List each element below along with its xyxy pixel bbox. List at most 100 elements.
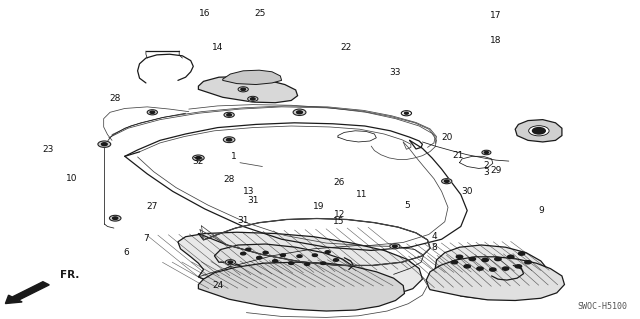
Text: 3: 3: [484, 168, 489, 177]
Circle shape: [147, 110, 157, 115]
Circle shape: [305, 263, 310, 265]
Text: FR.: FR.: [60, 270, 79, 280]
Circle shape: [333, 259, 339, 261]
Circle shape: [98, 141, 111, 147]
Circle shape: [525, 261, 531, 264]
Text: 24: 24: [212, 281, 223, 290]
FancyArrow shape: [5, 282, 49, 304]
Circle shape: [442, 179, 452, 184]
Circle shape: [238, 87, 248, 92]
Text: 19: 19: [313, 202, 324, 211]
Polygon shape: [198, 262, 404, 311]
Circle shape: [321, 262, 326, 264]
Circle shape: [451, 261, 458, 264]
Circle shape: [297, 255, 302, 257]
Text: 29: 29: [490, 166, 502, 174]
Text: 31: 31: [247, 196, 259, 205]
Circle shape: [196, 157, 201, 159]
Circle shape: [404, 112, 408, 114]
Circle shape: [241, 88, 246, 91]
Circle shape: [293, 109, 306, 115]
Circle shape: [325, 251, 330, 253]
Circle shape: [248, 96, 258, 101]
Text: 7: 7: [143, 234, 148, 243]
Circle shape: [150, 111, 155, 114]
Circle shape: [102, 143, 108, 145]
Circle shape: [392, 245, 397, 248]
Circle shape: [289, 262, 294, 264]
Circle shape: [227, 138, 232, 141]
Circle shape: [495, 257, 501, 261]
Text: 30: 30: [461, 187, 473, 196]
Circle shape: [263, 251, 268, 254]
Circle shape: [490, 268, 496, 271]
Polygon shape: [198, 77, 298, 103]
Text: 27: 27: [147, 202, 158, 211]
Text: 13: 13: [243, 187, 254, 196]
Circle shape: [225, 260, 236, 265]
Text: 11: 11: [356, 190, 367, 199]
Polygon shape: [214, 244, 353, 278]
Text: 14: 14: [212, 43, 223, 52]
Circle shape: [444, 180, 449, 182]
Circle shape: [482, 258, 488, 262]
Text: 26: 26: [333, 178, 345, 187]
Text: 33: 33: [389, 68, 401, 77]
Text: 25: 25: [254, 9, 266, 18]
Circle shape: [515, 265, 522, 268]
Text: 17: 17: [490, 11, 502, 20]
Circle shape: [257, 256, 262, 259]
Text: 32: 32: [193, 157, 204, 166]
Text: 18: 18: [490, 36, 502, 45]
Text: 31: 31: [237, 216, 249, 225]
Circle shape: [401, 111, 412, 116]
Text: 5: 5: [404, 201, 410, 210]
Circle shape: [456, 255, 463, 258]
Text: 4: 4: [431, 232, 436, 241]
Circle shape: [246, 248, 251, 251]
Circle shape: [529, 126, 549, 136]
Circle shape: [518, 252, 525, 255]
Polygon shape: [223, 70, 282, 85]
Text: 12: 12: [333, 210, 345, 219]
Text: 16: 16: [199, 9, 211, 18]
Text: 8: 8: [431, 243, 436, 252]
Text: 6: 6: [124, 248, 129, 256]
Circle shape: [280, 254, 285, 256]
Text: 22: 22: [340, 43, 351, 52]
Text: 9: 9: [538, 206, 543, 215]
Circle shape: [469, 257, 476, 261]
Circle shape: [273, 260, 278, 262]
Circle shape: [241, 252, 246, 255]
Polygon shape: [515, 120, 562, 142]
Circle shape: [482, 150, 491, 155]
Circle shape: [484, 152, 488, 153]
Circle shape: [477, 267, 483, 270]
Circle shape: [312, 254, 317, 256]
Text: 10: 10: [66, 174, 77, 182]
Text: 21: 21: [452, 151, 464, 160]
Text: 15: 15: [333, 217, 345, 226]
Polygon shape: [435, 245, 549, 299]
Circle shape: [390, 244, 400, 249]
Text: 28: 28: [109, 94, 121, 103]
Circle shape: [223, 137, 235, 143]
Text: 23: 23: [42, 145, 54, 154]
Polygon shape: [426, 257, 564, 300]
Text: 1: 1: [231, 152, 236, 161]
Text: 20: 20: [441, 133, 452, 142]
Text: SWOC-H5100: SWOC-H5100: [577, 302, 627, 311]
Polygon shape: [178, 232, 422, 301]
Circle shape: [250, 98, 255, 100]
Circle shape: [228, 261, 233, 263]
Text: 2: 2: [484, 161, 489, 170]
Circle shape: [297, 111, 303, 114]
Circle shape: [193, 155, 204, 161]
Circle shape: [227, 114, 232, 116]
Circle shape: [502, 267, 509, 270]
Text: 28: 28: [223, 175, 235, 184]
Circle shape: [109, 215, 121, 221]
Circle shape: [464, 265, 470, 268]
Circle shape: [532, 128, 545, 134]
Circle shape: [113, 217, 118, 219]
